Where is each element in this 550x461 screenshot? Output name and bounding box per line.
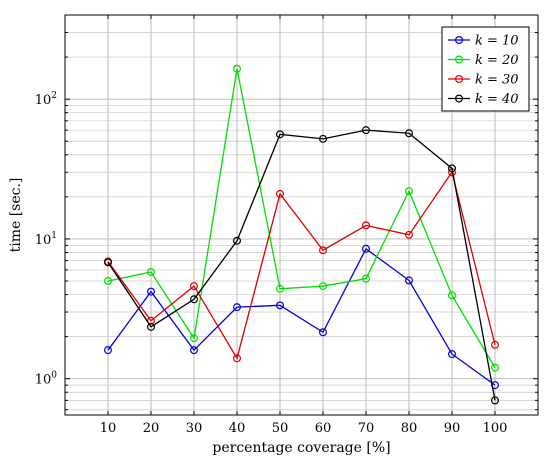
series-2 (103, 64, 500, 372)
legend-item: k = 30 (448, 73, 519, 88)
data-point (362, 126, 371, 135)
y-tick-label: 102 (35, 91, 57, 108)
data-point (190, 334, 199, 343)
x-tick-label: 100 (483, 421, 508, 436)
legend-label: k = 20 (475, 53, 519, 68)
data-point (405, 187, 414, 196)
data-point (319, 246, 328, 255)
x-tick-label: 80 (401, 421, 418, 436)
data-point (491, 363, 500, 372)
data-point (276, 130, 285, 139)
series-line (107, 170, 496, 360)
data-point (276, 189, 285, 198)
data-point (147, 267, 156, 276)
x-axis-label: percentage coverage [%] (212, 440, 390, 456)
data-point (190, 346, 199, 355)
legend-label: k = 40 (475, 92, 519, 107)
data-point (276, 301, 285, 310)
x-tick-label: 20 (143, 421, 160, 436)
data-point (362, 221, 371, 230)
x-tick-label: 30 (186, 421, 203, 436)
data-point (405, 276, 414, 285)
series-line (107, 129, 496, 401)
x-tick-label: 50 (272, 421, 289, 436)
y-tick-label: 101 (35, 231, 57, 248)
data-point (448, 164, 457, 173)
legend-marker (455, 74, 464, 83)
series-line (107, 68, 496, 368)
legend-label: k = 10 (475, 34, 519, 49)
data-point (448, 291, 457, 300)
plot-frame (64, 14, 539, 416)
data-point (233, 303, 242, 312)
x-tick-label: 90 (444, 421, 461, 436)
data-point (190, 282, 199, 291)
data-point (448, 350, 457, 359)
data-point (491, 340, 500, 349)
x-tick-label: 70 (358, 421, 375, 436)
y-tick-label: 100 (35, 371, 58, 388)
legend-marker (455, 55, 464, 64)
legend-item: k = 40 (448, 92, 519, 107)
data-point (491, 396, 500, 405)
data-point (319, 328, 328, 337)
data-point (362, 274, 371, 283)
data-point (362, 244, 371, 253)
x-tick-label: 60 (315, 421, 332, 436)
legend-box (441, 26, 530, 112)
legend-item: k = 10 (448, 34, 519, 49)
x-tick-label: 10 (100, 421, 117, 436)
data-point (319, 134, 328, 143)
legend-marker (455, 94, 464, 103)
legend-marker (455, 35, 464, 44)
legend-item: k = 20 (448, 53, 519, 68)
series-4 (103, 126, 500, 405)
data-point (233, 236, 242, 245)
data-point (405, 129, 414, 138)
x-tick-label: 40 (229, 421, 246, 436)
series-1 (103, 244, 500, 390)
data-point (405, 230, 414, 239)
y-axis-label: time [sec.] (8, 178, 24, 253)
data-point (276, 284, 285, 293)
legend: k = 10 k = 20 k = 30 k = 40 (441, 26, 530, 112)
data-point (233, 354, 242, 363)
data-point (103, 346, 112, 355)
data-point (147, 287, 156, 296)
data-point (190, 295, 199, 304)
data-point (103, 258, 112, 267)
series-layer (103, 64, 500, 405)
legend-label: k = 30 (475, 73, 519, 88)
data-point (319, 282, 328, 291)
data-point (103, 277, 112, 286)
data-point (233, 64, 242, 73)
data-point (147, 322, 156, 331)
axes: 10 20 30 40 50 60 70 80 90 100 100 101 102 (35, 14, 539, 436)
series-line (107, 247, 496, 386)
grid (65, 14, 538, 415)
